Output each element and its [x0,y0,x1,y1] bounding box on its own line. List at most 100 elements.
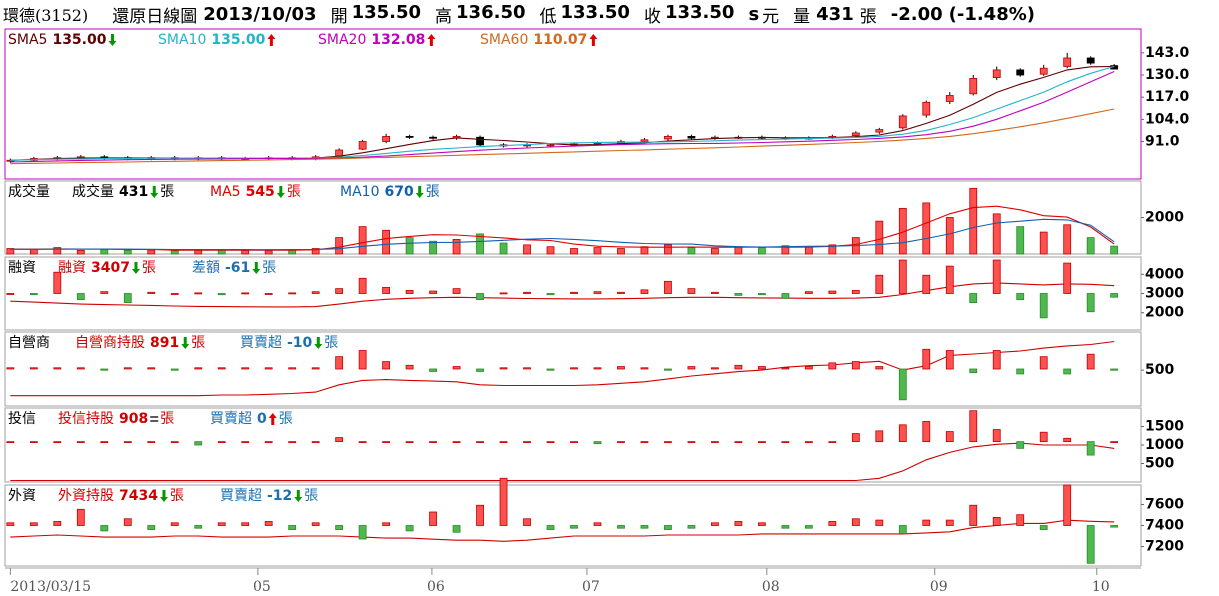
trend-arrow-down [294,490,303,502]
bar [147,441,156,444]
bar [311,248,320,255]
legend-unit: 張 [304,488,318,504]
bar [546,293,555,296]
legend-value: 0 [257,411,267,427]
legend-unit: 張 [170,488,184,504]
series-line [10,282,1115,308]
bar [6,248,15,255]
bar [711,522,719,526]
bar [757,366,766,370]
bar [922,274,931,294]
bar [945,265,954,294]
bar [76,249,85,255]
candle-body [898,115,907,129]
bar [76,293,85,300]
legend-name: 買賣超 [240,335,282,351]
bar [170,522,179,526]
bar [969,504,978,526]
bar [123,249,132,255]
bar [617,366,625,370]
bar [241,249,250,255]
bar [711,441,719,444]
bar [992,259,1001,294]
bar [217,522,226,526]
bar [781,293,790,299]
candle-body [1086,57,1095,64]
bar [757,293,766,296]
bar [429,368,437,372]
y-tick-label: 104.0 [1145,111,1190,127]
bar [1086,293,1095,313]
bar [734,364,743,370]
candle-body [945,95,954,102]
bar [898,259,907,294]
candle-body [851,132,860,136]
trend-arrow-down [159,490,168,502]
bar [147,367,156,370]
bar [476,293,484,300]
trend-arrow-down [181,337,190,349]
bar [335,525,344,530]
bar [499,477,508,526]
bar [992,429,1001,443]
fields: 開 135.50 高 136.50 低 133.50 收 133.50 [331,2,749,27]
bar [781,525,790,529]
bar [499,242,508,255]
y-tick-label: 1500 [1145,419,1184,435]
bar [851,290,860,294]
legend-name: 投信持股 [58,411,114,427]
candle-body [358,141,367,150]
bar [757,247,766,255]
bar [452,366,461,370]
unit-prefix: s [748,3,760,25]
candle-body [546,144,555,147]
legend-value: 545 [246,184,275,200]
trend-arrow-down [415,186,424,198]
bar [382,287,391,294]
bar [452,238,461,255]
bar [217,293,226,296]
bar [640,525,649,529]
bar [429,290,437,294]
bar [1086,525,1095,564]
x-tick-label: 05 [253,579,271,595]
bar [875,220,884,255]
legend-value: 908 [119,411,148,427]
panel-title: 外資 [8,488,36,504]
bar [945,431,954,443]
bar [335,356,344,370]
bar [53,367,62,370]
bar [875,430,884,443]
bar [664,280,672,294]
bar [898,525,907,535]
legend-unit: 張 [160,184,174,200]
bar [76,441,85,444]
series-line [10,108,1115,165]
bar [617,291,625,294]
bar [969,410,978,443]
bar [734,246,743,255]
candle-body [382,135,391,142]
legend-name: SMA20 [318,32,366,48]
bar [969,293,978,304]
legend-value: 891 [150,335,179,351]
bar [358,226,367,255]
x-tick-label: 10 [1092,579,1110,595]
bar [711,248,719,255]
bar [29,522,38,526]
bar [875,366,884,370]
candle-body [335,149,344,157]
bar [53,441,62,444]
bar [429,240,437,255]
bar [687,288,696,294]
field-label: 收 [643,6,661,27]
bar [358,350,367,370]
bar [76,367,85,370]
trend-arrow-down [276,186,285,198]
bar [992,350,1001,370]
bar [405,290,414,294]
bar [922,421,931,443]
panel-title: 成交量 [8,183,50,200]
panel-frame [4,331,1142,407]
